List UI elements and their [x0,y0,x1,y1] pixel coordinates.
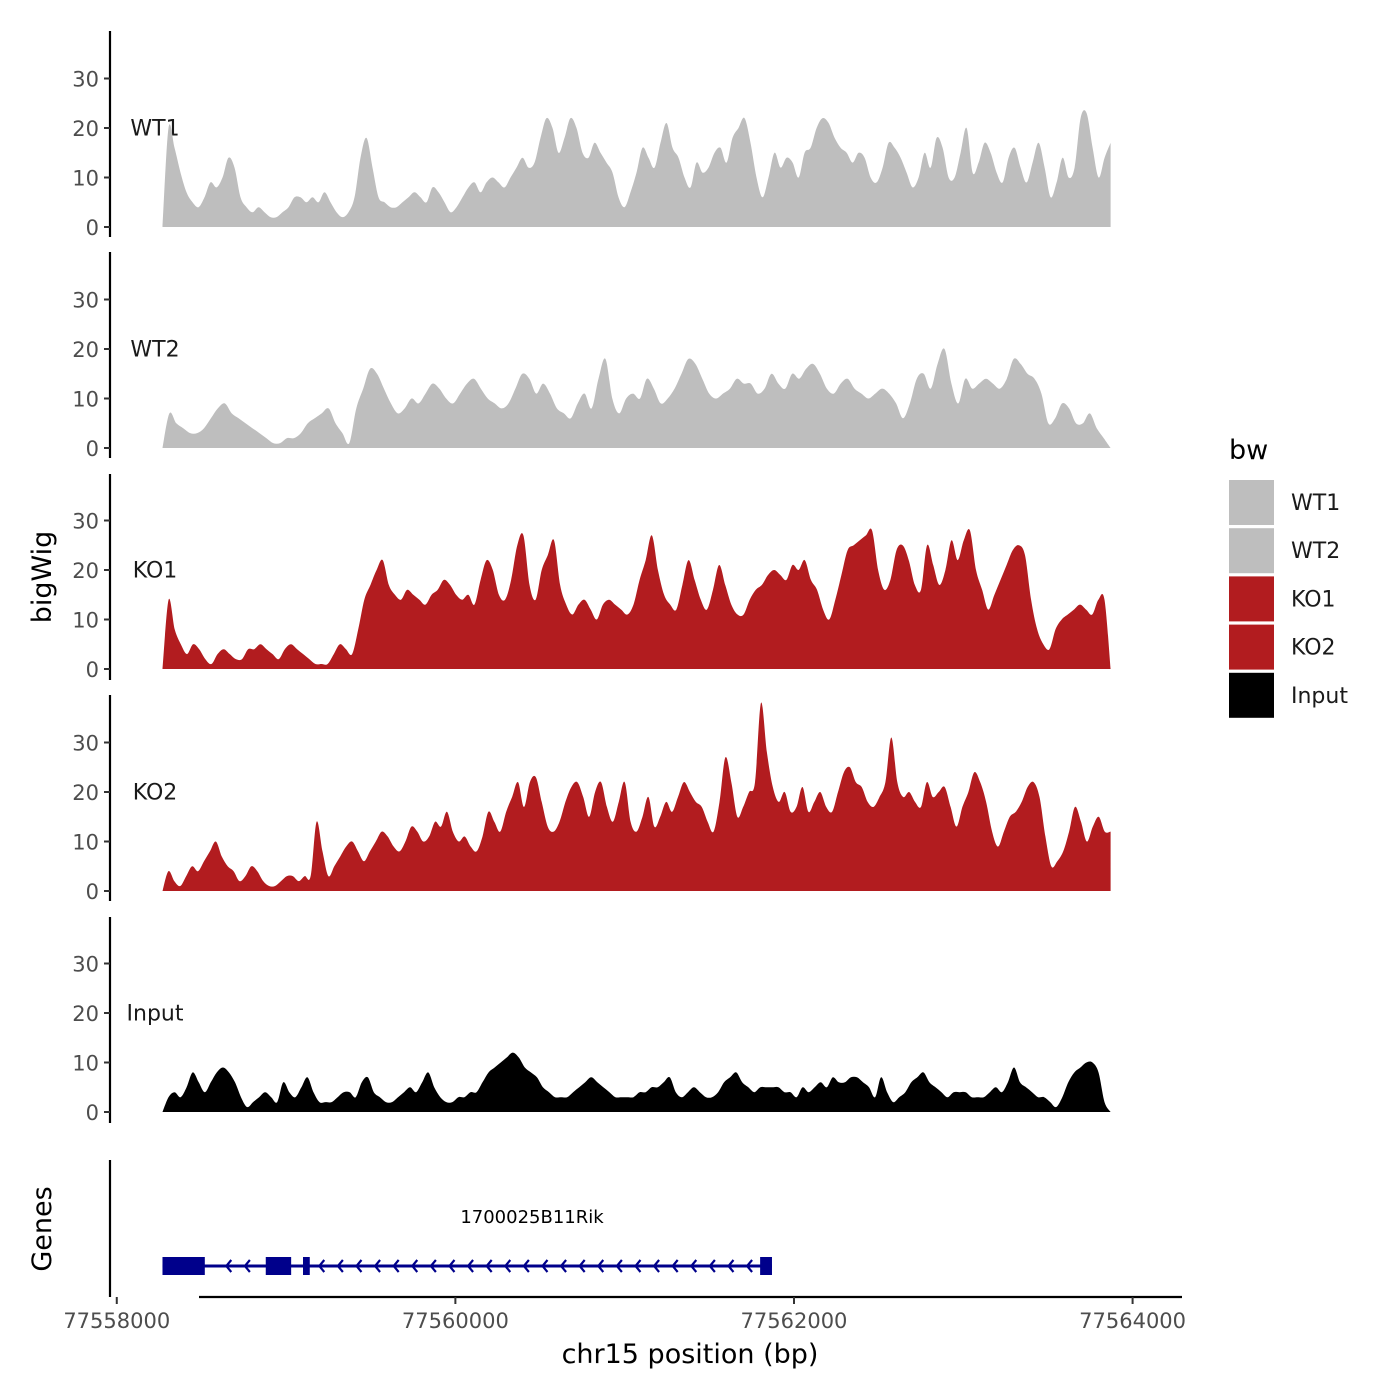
y-tick-label: 10 [72,167,99,191]
x-axis-title: chr15 position (bp) [562,1339,819,1370]
strand-arrow [336,1259,344,1273]
coverage-area-ko2 [162,702,1111,891]
legend-swatch [1229,528,1274,574]
y-tick-label: 10 [72,609,99,633]
exon-block [265,1257,292,1275]
coverage-area-wt2 [162,348,1111,448]
strand-arrow [671,1259,679,1273]
y-tick-label: 30 [72,732,99,756]
legend-item-input: Input [1229,672,1348,718]
legend-label: KO2 [1291,636,1336,661]
strand-arrow [689,1259,698,1273]
legend-item-wt2: WT2 [1229,528,1340,574]
coverage-area-wt1 [162,110,1111,227]
strand-arrow [485,1259,493,1273]
legend: bw WT1 WT2 KO1 KO2 Input [1229,435,1348,718]
legend-swatch [1229,624,1274,670]
gene-model: 1700025B11Rik [162,1207,772,1275]
track-ko2: 0 10 20 30 KO2 [72,695,1111,904]
x-tick-label: 77560000 [402,1309,509,1333]
y-tick-label: 20 [72,559,99,583]
legend-label: Input [1291,684,1348,709]
y-tick-label: 0 [86,658,99,682]
track-label: KO2 [133,780,178,805]
track-ko1: 0 10 20 30 KO1 [72,474,1111,682]
track-label: WT2 [130,337,179,362]
strand-arrow [652,1259,660,1273]
x-tick-label: 77558000 [63,1309,170,1333]
strand-arrow [392,1259,400,1273]
track-label: Input [127,1001,184,1026]
strand-arrow [355,1259,363,1273]
strand-arrow [429,1259,437,1273]
y-tick-label: 30 [72,510,99,534]
strand-arrow [541,1259,549,1273]
track-wt2: 0 10 20 30 WT2 [72,252,1111,461]
strand-arrow [466,1259,474,1273]
x-tick-label: 77564000 [1079,1309,1186,1333]
strand-arrow [224,1259,233,1273]
strand-arrow [634,1259,642,1273]
y-tick-label: 30 [72,68,99,92]
y-tick-label: 20 [72,1002,99,1026]
legend-label: WT2 [1291,539,1340,564]
y-tick-label: 30 [72,953,99,977]
strand-arrow [373,1259,381,1273]
strand-arrow [596,1259,605,1273]
gene-name-label: 1700025B11Rik [460,1207,604,1228]
legend-swatch [1229,672,1274,718]
exon-block [760,1257,772,1275]
exon-block [162,1257,205,1275]
track-label: KO1 [133,558,178,583]
x-tick-label: 77562000 [741,1309,848,1333]
genes-panel: 1700025B11Rik [108,1160,772,1297]
legend-title: bw [1229,435,1268,466]
y-tick-label: 20 [72,338,99,362]
y-tick-label: 10 [72,831,99,855]
legend-item-ko1: KO1 [1229,576,1336,622]
strand-arrow [522,1259,530,1273]
genes-panel-title: Genes [27,1186,58,1271]
exon-block [303,1257,310,1275]
strand-arrow [317,1259,326,1273]
legend-swatch [1229,576,1274,622]
legend-swatch [1229,480,1274,525]
strand-arrow [503,1259,512,1273]
strand-arrow [745,1259,753,1273]
y-tick-label: 20 [72,781,99,805]
strand-arrow [410,1259,419,1273]
y-tick-label: 10 [72,388,99,412]
y-tick-label: 10 [72,1052,99,1076]
strand-arrow [559,1259,567,1273]
legend-item-ko2: KO2 [1229,624,1336,670]
legend-item-wt1: WT1 [1229,480,1340,525]
y-axis-title: bigWig [27,531,58,624]
y-tick-label: 0 [86,216,99,240]
coverage-area-input [162,1052,1111,1112]
y-tick-label: 0 [86,437,99,461]
strand-arrow [727,1259,735,1273]
coverage-area-ko1 [162,528,1111,669]
strand-arrow [448,1259,456,1273]
y-tick-label: 20 [72,117,99,141]
strand-arrow [578,1259,586,1273]
y-tick-label: 30 [72,289,99,313]
strand-arrow [708,1259,716,1273]
track-input: 0 10 20 30 Input [72,917,1111,1125]
coverage-tracks: 0102030WT10102030WT20102030KO10102030KO2… [72,31,1111,1125]
strand-arrow [243,1259,251,1273]
legend-label: KO1 [1291,587,1336,612]
x-axis: 77558000 77560000 77562000 77564000 [63,1295,1186,1333]
y-tick-label: 0 [86,880,99,904]
strand-arrow [615,1259,623,1273]
y-tick-label: 0 [86,1101,99,1125]
legend-label: WT1 [1291,491,1340,516]
